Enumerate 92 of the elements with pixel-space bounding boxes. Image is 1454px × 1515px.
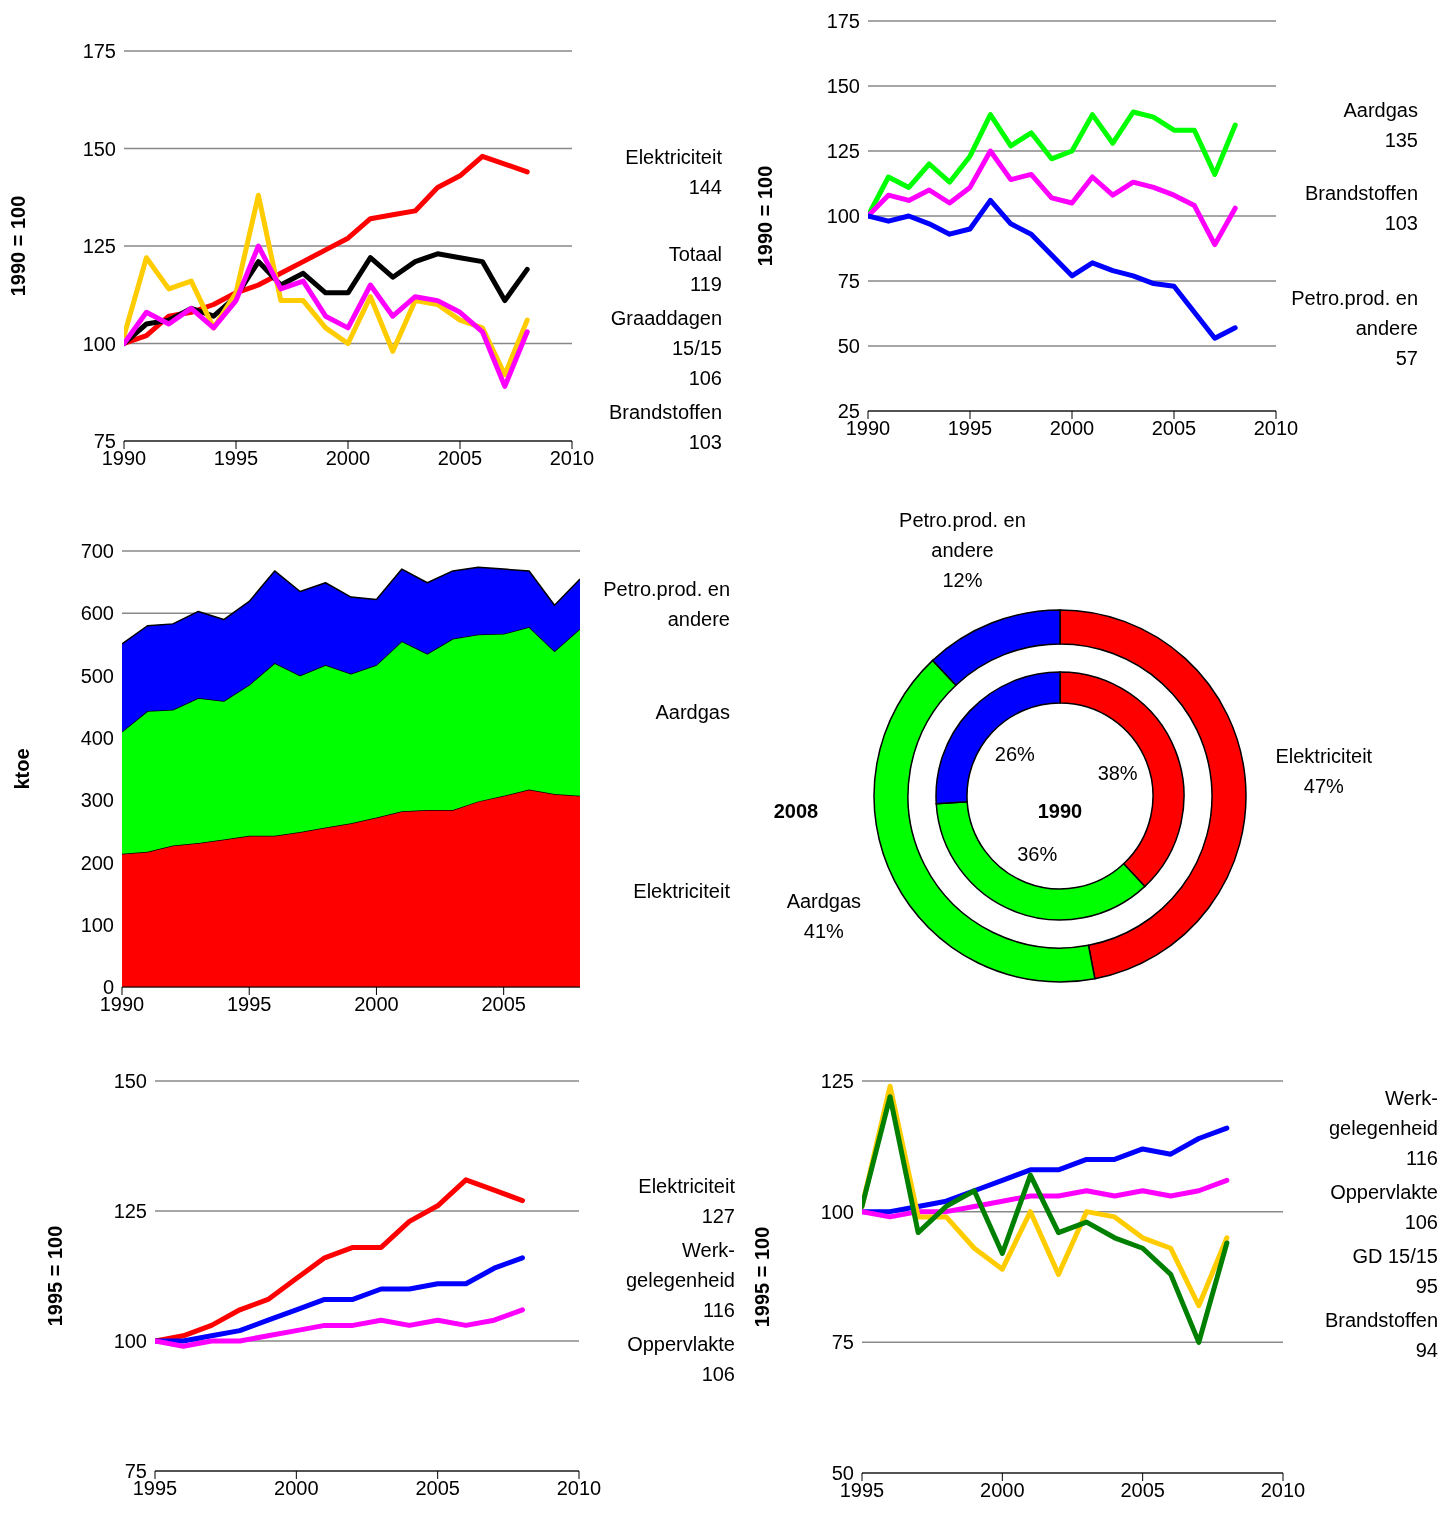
y-tick-label: 100 bbox=[82, 332, 116, 355]
x-tick-label: 2010 bbox=[556, 1477, 602, 1500]
y-tick-label: 700 bbox=[80, 540, 114, 563]
y-tick-label: 75 bbox=[831, 1331, 854, 1354]
text: 94 bbox=[1414, 1338, 1438, 1364]
text: 116 bbox=[702, 1297, 735, 1323]
text: Werk-gelegenheid bbox=[625, 1237, 735, 1293]
y-tick-label: 100 bbox=[80, 913, 114, 936]
text: 135 bbox=[1383, 128, 1418, 153]
text: Oppervlakte bbox=[1329, 1180, 1438, 1206]
text: Aardgas bbox=[654, 700, 730, 726]
x-tick-label: 1995 bbox=[947, 417, 993, 440]
x-tick-label: 1995 bbox=[839, 1479, 885, 1502]
y-tick-label: 200 bbox=[80, 851, 114, 874]
data-label: 36% bbox=[1016, 841, 1059, 867]
data-label: 47% bbox=[1302, 774, 1345, 800]
x-tick-label: 2010 bbox=[1260, 1479, 1306, 1502]
y-tick-label: 175 bbox=[82, 40, 116, 63]
y-tick-label: 600 bbox=[80, 602, 114, 625]
x-tick-label: 1995 bbox=[213, 447, 259, 470]
text: Graaddagen 15/15 bbox=[609, 306, 722, 362]
x-tick-label: 2005 bbox=[1120, 1479, 1165, 1502]
y-tick-label: 100 bbox=[826, 205, 860, 228]
y-tick-label: 500 bbox=[80, 664, 114, 687]
x-tick-label: 2010 bbox=[549, 447, 595, 470]
text: Brandstoffen bbox=[1323, 1308, 1438, 1334]
text: Elektriciteit bbox=[637, 1173, 735, 1199]
slice-label: 2008 bbox=[772, 799, 820, 824]
x-tick-label: 2005 bbox=[415, 1477, 460, 1500]
text: Brandstoffen bbox=[1303, 181, 1418, 207]
y-tick-label: 175 bbox=[826, 10, 860, 33]
text: Aardgas bbox=[1342, 98, 1418, 123]
text: 106 bbox=[1403, 1210, 1438, 1236]
text: Petro.prod. en andere bbox=[1290, 285, 1418, 341]
y-axis-title: 1990 = 100 bbox=[753, 164, 777, 269]
slice-label: Petro.prod. en andere bbox=[898, 507, 1027, 563]
x-tick-label: 2005 bbox=[1151, 417, 1197, 440]
x-tick-label: 2005 bbox=[437, 447, 483, 470]
y-tick-label: 50 bbox=[837, 335, 860, 358]
slice-label: 1990 bbox=[1036, 799, 1084, 824]
text: Werk-gelegenheid bbox=[1328, 1086, 1438, 1142]
y-axis-title: 1995 = 100 bbox=[750, 1225, 774, 1330]
data-label: 41% bbox=[802, 919, 845, 945]
x-tick-label: 2000 bbox=[325, 447, 371, 470]
text: 119 bbox=[689, 272, 722, 298]
y-tick-label: 125 bbox=[113, 1200, 147, 1223]
x-tick-label: 2000 bbox=[1049, 417, 1095, 440]
y-tick-label: 100 bbox=[113, 1330, 147, 1353]
data-label: 26% bbox=[993, 741, 1036, 767]
slice-label: Aardgas bbox=[785, 889, 863, 915]
x-tick-label: 1990 bbox=[99, 993, 145, 1016]
x-tick-label: 1995 bbox=[226, 993, 272, 1016]
x-tick-label: 2005 bbox=[481, 993, 526, 1016]
x-tick-label: 2000 bbox=[980, 1479, 1025, 1502]
y-tick-label: 150 bbox=[826, 75, 860, 98]
text: GD 15/15 bbox=[1351, 1244, 1438, 1270]
x-tick-label: 2010 bbox=[1253, 417, 1299, 440]
text: 144 bbox=[687, 174, 722, 200]
y-tick-label: 75 bbox=[837, 270, 860, 293]
y-tick-label: 125 bbox=[826, 140, 860, 163]
data-label: 38% bbox=[1096, 761, 1139, 787]
text: Totaal bbox=[667, 242, 722, 268]
y-tick-label: 400 bbox=[80, 726, 114, 749]
text: Elektriciteit bbox=[624, 144, 722, 170]
y-axis-title: 1990 = 100 bbox=[6, 194, 30, 299]
y-tick-label: 125 bbox=[82, 235, 116, 258]
x-tick-label: 1990 bbox=[845, 417, 891, 440]
text: 57 bbox=[1394, 345, 1418, 371]
text: 116 bbox=[1405, 1146, 1438, 1172]
series-label: Petro.prod. en andere bbox=[602, 576, 730, 632]
x-tick-label: 2000 bbox=[274, 1477, 319, 1500]
y-axis-title: 1995 = 100 bbox=[43, 1224, 67, 1329]
y-tick-label: 100 bbox=[820, 1200, 854, 1223]
y-tick-label: 150 bbox=[113, 1070, 147, 1093]
text: 127 bbox=[700, 1203, 735, 1229]
y-axis-title: ktoe bbox=[10, 747, 34, 792]
text: 106 bbox=[700, 1361, 735, 1387]
y-tick-label: 300 bbox=[80, 789, 114, 812]
text: Elektriciteit bbox=[632, 879, 730, 905]
text: 103 bbox=[688, 431, 722, 454]
y-tick-label: 150 bbox=[82, 137, 116, 160]
text: Brandstoffen bbox=[607, 400, 722, 426]
slice-label: Elektriciteit bbox=[1274, 744, 1374, 770]
y-tick-label: 125 bbox=[820, 1070, 854, 1093]
data-label: 12% bbox=[941, 567, 984, 593]
x-tick-label: 2000 bbox=[354, 993, 399, 1016]
x-tick-label: 1995 bbox=[132, 1477, 178, 1500]
x-tick-label: 1990 bbox=[101, 447, 147, 470]
text: Oppervlakte bbox=[626, 1331, 735, 1357]
text: 95 bbox=[1414, 1274, 1438, 1300]
text: 106 bbox=[687, 366, 722, 392]
text: 103 bbox=[1383, 211, 1418, 237]
